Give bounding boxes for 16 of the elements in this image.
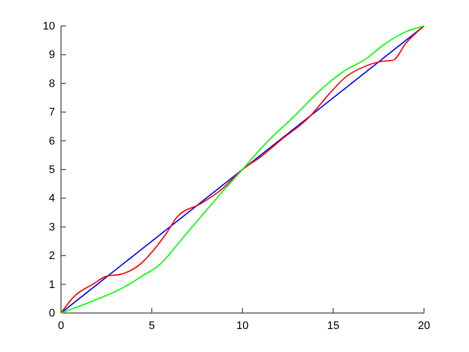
y-tick-label: 10: [42, 20, 55, 33]
y-tick-label: 3: [48, 221, 55, 234]
x-tick-label: 10: [236, 320, 249, 332]
y-tick-label: 1: [48, 278, 55, 291]
x-tick-label: 20: [418, 320, 430, 332]
y-tick-label: 0: [48, 308, 55, 320]
y-tick-label: 9: [48, 49, 55, 62]
y-tick-label: 7: [48, 106, 55, 119]
y-tick-label: 6: [48, 135, 55, 148]
x-tick-label: 0: [58, 320, 64, 332]
y-tick-label: 4: [48, 192, 55, 205]
x-tick-label: 5: [148, 320, 155, 332]
y-tick-label: 5: [48, 164, 55, 176]
y-tick-label: 2: [48, 250, 55, 262]
y-tick-label: 8: [48, 78, 55, 90]
x-tick-label: 15: [327, 320, 340, 332]
